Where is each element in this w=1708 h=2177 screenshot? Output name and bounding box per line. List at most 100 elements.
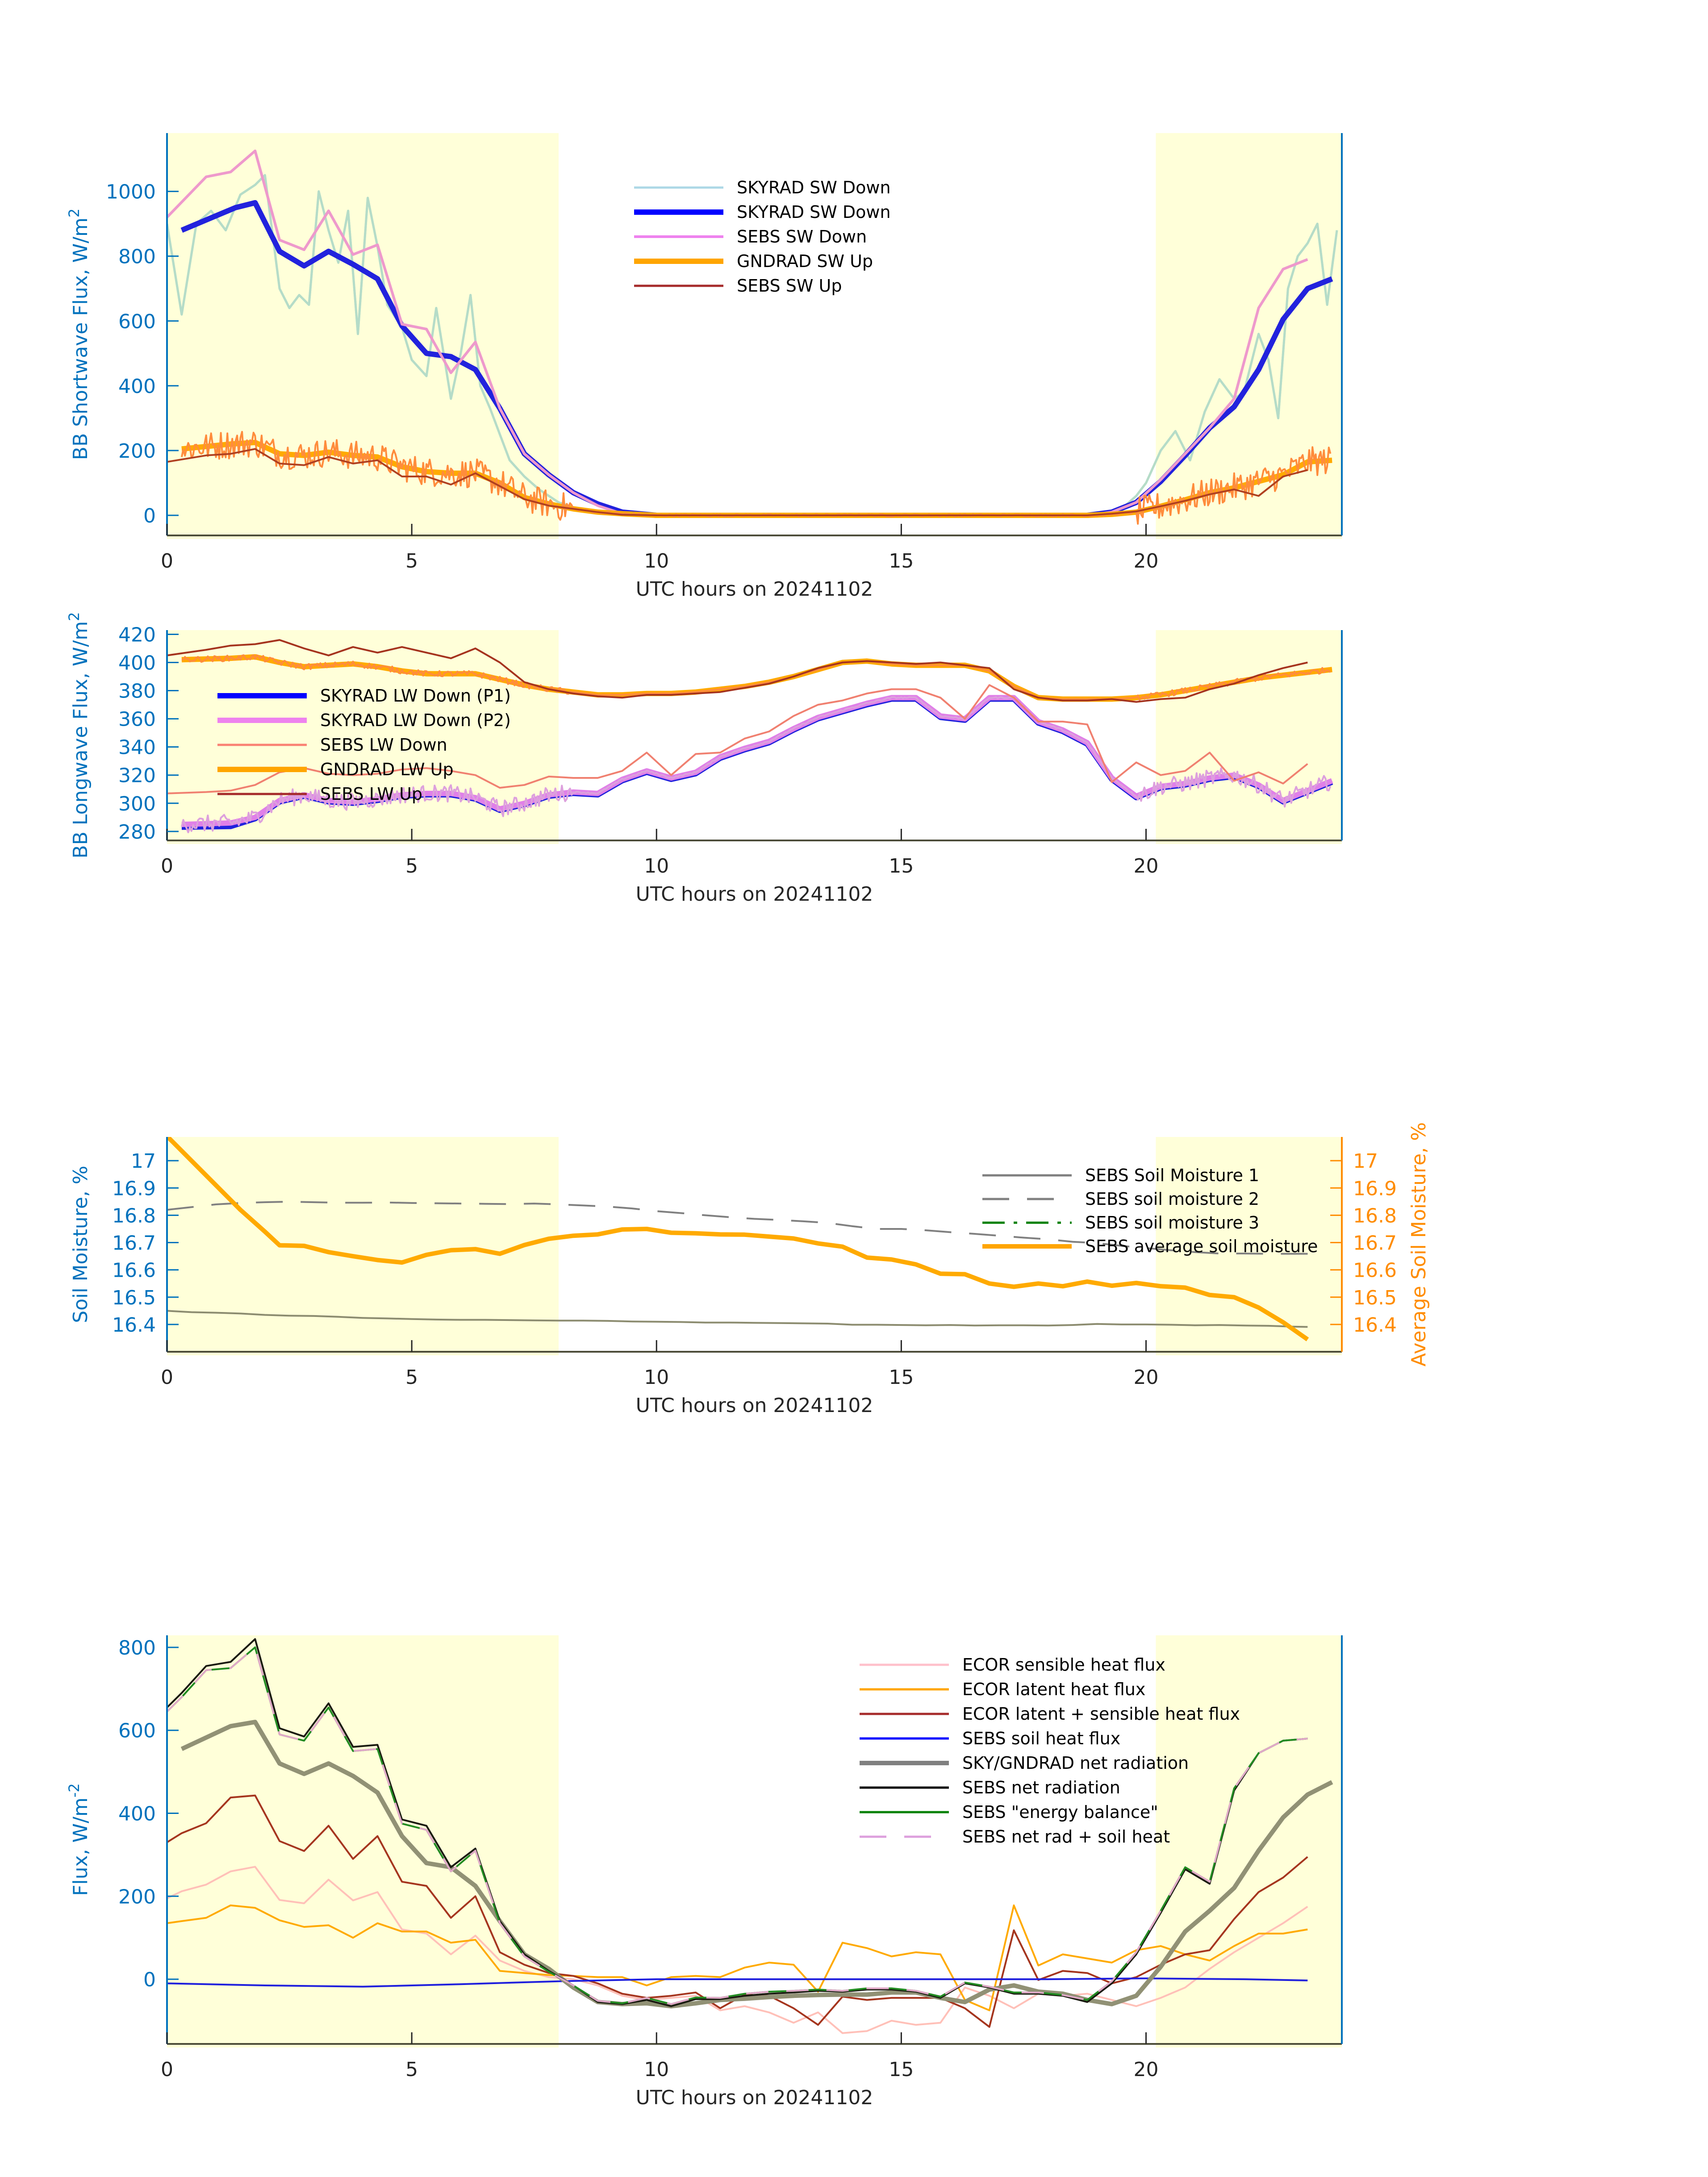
y-right-axis-title: Average Soil Moisture, % xyxy=(1407,1122,1430,1366)
y-right-tick-label: 16.5 xyxy=(1353,1287,1397,1309)
y-tick-label: 300 xyxy=(118,793,156,815)
legend-entry-label: SEBS SW Down xyxy=(737,227,867,247)
legend-entry-label: SEBS LW Up xyxy=(320,784,422,804)
x-axis-title: UTC hours on 20241102 xyxy=(636,578,873,601)
series-line-sebs-net-radiation xyxy=(167,1638,1308,2007)
y-tick-label: 16.9 xyxy=(112,1177,156,1200)
x-tick-label: 20 xyxy=(1134,2058,1159,2081)
y-right-tick-label: 16.9 xyxy=(1353,1177,1397,1200)
legend-entry-label: ECOR latent + sensible heat flux xyxy=(962,1704,1240,1724)
daylight-shading xyxy=(1156,1137,1342,1355)
y-tick-label: 16.8 xyxy=(112,1204,156,1227)
legend-entry-label: SKY/GNDRAD net radiation xyxy=(962,1753,1189,1773)
y-tick-label: 200 xyxy=(118,1885,156,1908)
y-right-tick-label: 16.4 xyxy=(1353,1314,1397,1337)
y-tick-label: 600 xyxy=(118,310,156,333)
series-line-sebs-soil-heat-flux xyxy=(167,1977,1308,1988)
daylight-shading xyxy=(167,1635,559,2047)
daylight-shading xyxy=(1156,1635,1342,2047)
y-right-tick-label: 16.7 xyxy=(1353,1232,1397,1255)
x-tick-label: 10 xyxy=(644,1366,669,1389)
y-axis-title-superscript: -2 xyxy=(66,1783,83,1797)
legend-entry-label: SKYRAD SW Down xyxy=(737,178,891,197)
legend-entry-label: SEBS Soil Moisture 1 xyxy=(1085,1166,1259,1185)
y-tick-label: 16.5 xyxy=(112,1287,156,1309)
plot-area xyxy=(167,149,1338,525)
legend-entry-label: SKYRAD LW Down (P2) xyxy=(320,710,511,730)
series-line-sebs-lw-down xyxy=(167,684,1308,794)
y-tick-label: 380 xyxy=(118,680,156,703)
y-tick-label: 17 xyxy=(131,1150,156,1173)
legend: SEBS Soil Moisture 1 SEBS soil moisture 2… xyxy=(982,1166,1318,1256)
y-tick-label: 320 xyxy=(118,765,156,787)
y-tick-label: 400 xyxy=(118,1803,156,1826)
y-axis-title: Soil Moisture, % xyxy=(69,1166,92,1323)
x-tick-label: 20 xyxy=(1134,855,1159,877)
plot-area xyxy=(167,1638,1333,2034)
y-tick-label: 800 xyxy=(118,246,156,268)
x-tick-label: 5 xyxy=(405,2058,418,2081)
legend: ECOR sensible heat flux ECOR latent heat … xyxy=(860,1655,1240,1847)
legend-entry-label: GNDRAD LW Up xyxy=(320,760,454,779)
y-tick-label: 200 xyxy=(118,440,156,463)
y-tick-label: 0 xyxy=(143,1968,156,1991)
y-tick-label: 16.7 xyxy=(112,1232,156,1255)
series-line-sebs-sw-up xyxy=(167,448,1308,516)
chart-panel-longwave: 0 5 10 15 20 UTC hours on 20241102 280 300 320 34… xyxy=(66,612,1343,906)
legend-entry-label: SEBS "energy balance" xyxy=(962,1802,1158,1822)
legend: SKYRAD LW Down (P1) SKYRAD LW Down (P2) SE… xyxy=(217,686,511,804)
y-right-tick-label: 16.6 xyxy=(1353,1259,1397,1282)
series-line-sebs-average-soil-moisture xyxy=(167,1137,1309,1341)
series-line-skyrad-sw-down xyxy=(167,174,1338,517)
legend-entry-label: SKYRAD LW Down (P1) xyxy=(320,686,511,706)
chart-panel-shortwave: 0 5 10 15 20 UTC hours on 20241102 0 200 400 600 8… xyxy=(66,133,1343,601)
daylight-shading xyxy=(1156,133,1342,539)
x-tick-label: 15 xyxy=(889,1366,914,1389)
x-tick-label: 10 xyxy=(644,855,669,877)
y-tick-label: 280 xyxy=(118,821,156,844)
legend-entry-label: SEBS SW Up xyxy=(737,276,842,296)
x-tick-label: 20 xyxy=(1134,1366,1159,1389)
legend-entry-label: SEBS LW Down xyxy=(320,735,447,755)
legend-entry-label: SEBS net radiation xyxy=(962,1778,1120,1797)
x-tick-label: 5 xyxy=(405,855,418,877)
x-tick-label: 0 xyxy=(161,1366,173,1389)
x-tick-label: 15 xyxy=(889,550,914,572)
x-tick-label: 0 xyxy=(161,855,173,877)
chart-panel-soil_moisture: 0 5 10 15 20 UTC hours on 20241102 16.4 16.5 16.… xyxy=(69,1122,1430,1417)
series-line-sebs-energy-balance- xyxy=(167,1646,1308,2005)
x-tick-label: 0 xyxy=(161,2058,173,2081)
x-axis-title: UTC hours on 20241102 xyxy=(636,883,873,906)
legend-entry-label: GNDRAD SW Up xyxy=(737,251,873,271)
x-tick-label: 0 xyxy=(161,550,173,572)
x-tick-label: 5 xyxy=(405,550,418,572)
y-tick-label: 0 xyxy=(143,505,156,527)
y-axis-title: BB Longwave Flux, W/m2 xyxy=(66,612,92,859)
chart-panel-surface_flux: 0 5 10 15 20 UTC hours on 20241102 0 200 400 600 8… xyxy=(66,1635,1343,2109)
series-line-sebs-soil-moisture-2 xyxy=(167,1200,1318,1255)
x-axis-title: UTC hours on 20241102 xyxy=(636,1394,873,1417)
y-axis-title-superscript: 2 xyxy=(66,209,83,217)
series-line-ecor-latent-heat-flux xyxy=(167,1904,1308,2011)
series-line-sebs-lw-up xyxy=(167,639,1308,703)
plot-area xyxy=(167,1137,1318,1341)
y-tick-label: 800 xyxy=(118,1637,156,1659)
y-tick-label: 360 xyxy=(118,708,156,731)
y-axis-title: Flux, W/m-2 xyxy=(66,1783,92,1896)
x-tick-label: 15 xyxy=(889,855,914,877)
series-line-sebs-soil-moisture-1 xyxy=(167,1310,1308,1328)
y-tick-label: 400 xyxy=(118,375,156,398)
x-tick-label: 10 xyxy=(644,550,669,572)
plot-area xyxy=(167,639,1333,833)
series-line-skyrad-lw-raw xyxy=(180,696,1332,833)
y-tick-label: 340 xyxy=(118,736,156,759)
legend-entry-label: SEBS soil heat flux xyxy=(962,1729,1120,1748)
y-right-tick-label: 16.8 xyxy=(1353,1204,1397,1227)
legend: SKYRAD SW Down SKYRAD SW Down SEBS SW Down… xyxy=(634,178,891,296)
y-axis-title-superscript: 2 xyxy=(66,612,83,621)
daylight-shading xyxy=(167,1137,559,1355)
legend-entry-label: SEBS average soil moisture xyxy=(1085,1237,1318,1256)
y-tick-label: 16.6 xyxy=(112,1259,156,1282)
legend-entry-label: SEBS net rad + soil heat xyxy=(962,1827,1170,1847)
